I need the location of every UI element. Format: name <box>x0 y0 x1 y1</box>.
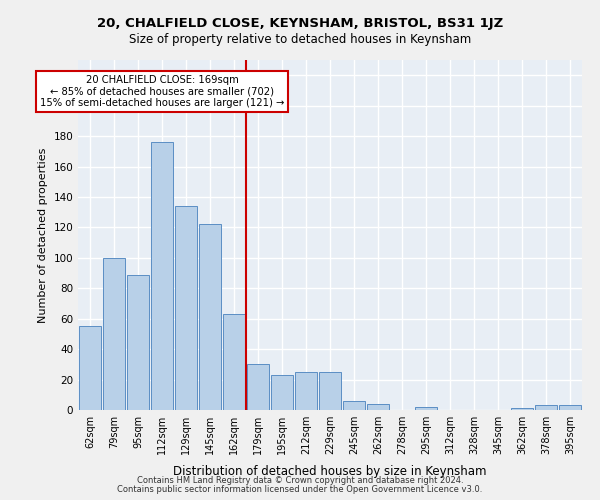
Bar <box>247 364 269 410</box>
Text: 20, CHALFIELD CLOSE, KEYNSHAM, BRISTOL, BS31 1JZ: 20, CHALFIELD CLOSE, KEYNSHAM, BRISTOL, … <box>97 18 503 30</box>
Text: Contains HM Land Registry data © Crown copyright and database right 2024.: Contains HM Land Registry data © Crown c… <box>137 476 463 485</box>
X-axis label: Distribution of detached houses by size in Keynsham: Distribution of detached houses by size … <box>173 466 487 478</box>
Bar <box>535 406 557 410</box>
Bar <box>295 372 317 410</box>
Bar <box>271 375 293 410</box>
Text: Size of property relative to detached houses in Keynsham: Size of property relative to detached ho… <box>129 32 471 46</box>
Bar <box>103 258 125 410</box>
Bar <box>79 326 101 410</box>
Bar <box>559 406 581 410</box>
Bar <box>175 206 197 410</box>
Text: Contains public sector information licensed under the Open Government Licence v3: Contains public sector information licen… <box>118 484 482 494</box>
Bar <box>223 314 245 410</box>
Bar <box>127 274 149 410</box>
Bar <box>151 142 173 410</box>
Bar <box>199 224 221 410</box>
Bar <box>367 404 389 410</box>
Y-axis label: Number of detached properties: Number of detached properties <box>38 148 48 322</box>
Text: 20 CHALFIELD CLOSE: 169sqm
← 85% of detached houses are smaller (702)
15% of sem: 20 CHALFIELD CLOSE: 169sqm ← 85% of deta… <box>40 75 284 108</box>
Bar <box>343 401 365 410</box>
Bar <box>319 372 341 410</box>
Bar <box>415 407 437 410</box>
Bar <box>511 408 533 410</box>
